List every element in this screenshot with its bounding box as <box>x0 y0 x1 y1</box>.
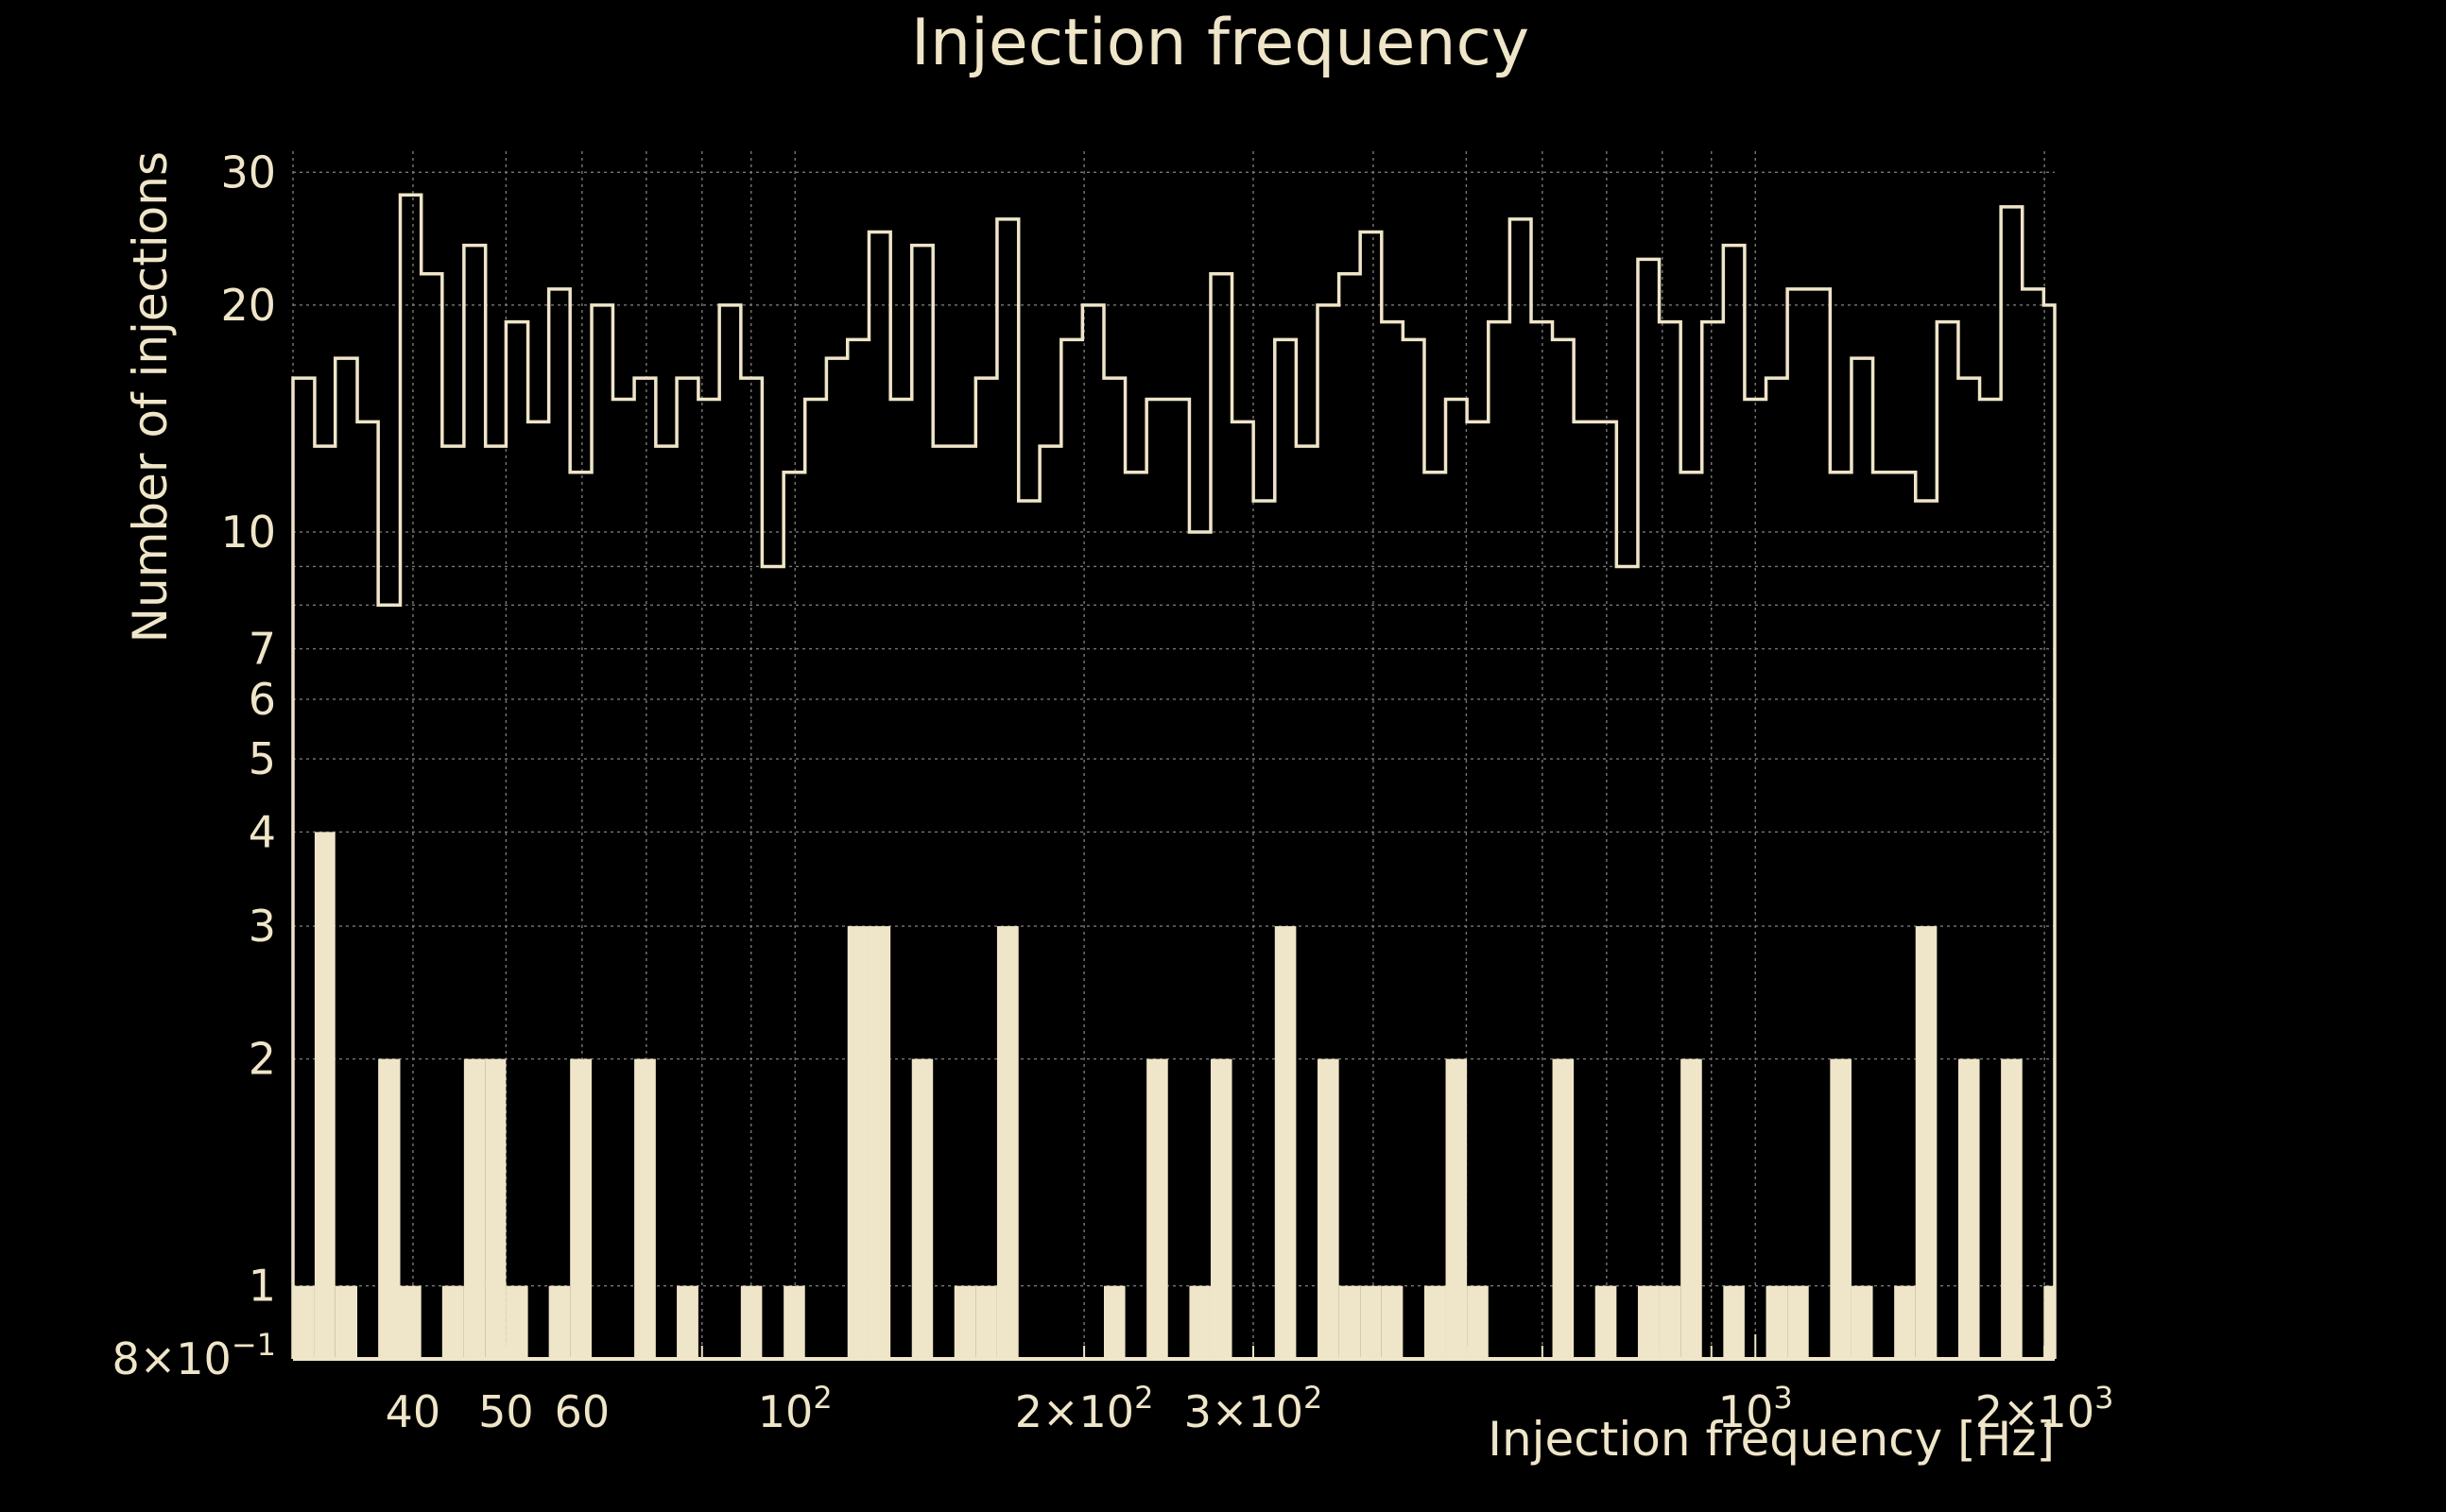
histogram-bar <box>314 832 336 1359</box>
histogram-bar <box>1894 1285 1916 1359</box>
y-tick-label: 30 <box>220 146 276 198</box>
histogram-bar <box>1594 1285 1617 1359</box>
y-tick-label: 1 <box>249 1261 276 1312</box>
histogram-bar <box>1851 1285 1873 1359</box>
x-tick-labels: 40 50 60 102 2×102 3×102 103 2×103 <box>386 1380 2114 1437</box>
y-tick-labels: 8×10−1 1 2 3 4 5 67 10 20 30 <box>112 146 276 1384</box>
histogram-bar <box>1915 926 1938 1359</box>
y-axis-label: Number of injections <box>123 151 178 643</box>
x-tick-label: 103 <box>1718 1380 1793 1437</box>
x-tick-label: 40 <box>386 1386 441 1437</box>
histogram-bar <box>740 1285 763 1359</box>
x-tick-label: 50 <box>478 1386 534 1437</box>
histogram-bar <box>1766 1285 1788 1359</box>
histogram-bar <box>784 1285 805 1359</box>
histogram-bar <box>2043 1285 2055 1359</box>
histogram-bar <box>1723 1285 1745 1359</box>
histogram-bar <box>506 1285 528 1359</box>
x-tick-label: 102 <box>758 1380 833 1437</box>
histogram-bar <box>1189 1285 1211 1359</box>
x-axis-label: Injection frequency [Hz] <box>1488 1412 2055 1467</box>
x-tick-label: 2×103 <box>1975 1380 2114 1437</box>
histogram-bar <box>1659 1285 1681 1359</box>
histogram-bar <box>1360 1285 1382 1359</box>
histogram-bar <box>1957 1058 1980 1359</box>
histogram-bar <box>548 1285 571 1359</box>
histogram-bar <box>485 1058 507 1359</box>
histogram-bar <box>463 1058 486 1359</box>
histogram-bar <box>1318 1058 1339 1359</box>
histogram-bar <box>1680 1058 1702 1359</box>
histogram-bar <box>996 926 1019 1359</box>
histogram-bar <box>1423 1285 1446 1359</box>
histogram-bar <box>335 1285 358 1359</box>
outline-histogram-line <box>291 193 2057 1359</box>
y-tick-label: 7 <box>249 624 276 675</box>
y-tick-label: 10 <box>220 507 276 558</box>
histogram-bar <box>1445 1058 1468 1359</box>
histogram-bar <box>1787 1285 1809 1359</box>
y-tick-label: 20 <box>220 280 276 331</box>
histogram-bar <box>975 1285 997 1359</box>
histogram-bar <box>441 1285 464 1359</box>
histogram-bar <box>677 1285 698 1359</box>
histogram-bar <box>1103 1285 1126 1359</box>
chart-title: Injection frequency <box>911 6 1529 80</box>
histogram-bar <box>1274 926 1297 1359</box>
histogram-bar <box>1830 1058 1852 1359</box>
histogram-bar <box>1381 1285 1404 1359</box>
x-tick-label: 60 <box>555 1386 611 1437</box>
x-tick-label: 3×102 <box>1184 1380 1323 1437</box>
histogram-bar <box>869 926 891 1359</box>
filled-histogram-bars <box>293 832 2055 1359</box>
histogram-bar <box>634 1058 656 1359</box>
y-tick-label: 2 <box>249 1034 276 1085</box>
histogram-bar <box>954 1285 976 1359</box>
histogram-bar <box>1210 1058 1232 1359</box>
y-tick-label: 6 <box>249 674 276 725</box>
histogram-bar <box>2001 1058 2023 1359</box>
histogram-bar <box>293 1285 315 1359</box>
axes <box>292 1334 2055 1361</box>
histogram-bar <box>1552 1058 1575 1359</box>
histogram-bar <box>1467 1285 1489 1359</box>
histogram-bar <box>378 1058 401 1359</box>
histogram-bar <box>1338 1285 1361 1359</box>
x-tick-label: 2×102 <box>1015 1380 1154 1437</box>
y-tick-label: 4 <box>249 806 276 857</box>
histogram-bar <box>911 1058 934 1359</box>
y-tick-label: 5 <box>249 733 276 784</box>
histogram-bar <box>1146 1058 1168 1359</box>
y-tick-label: 3 <box>249 901 276 952</box>
y-tick-label: 8×10−1 <box>112 1327 276 1384</box>
outline-histogram <box>291 193 2057 1359</box>
histogram-bar <box>1637 1285 1660 1359</box>
histogram-bar <box>400 1285 422 1359</box>
histogram-bar <box>570 1058 593 1359</box>
histogram-bar <box>847 926 870 1359</box>
